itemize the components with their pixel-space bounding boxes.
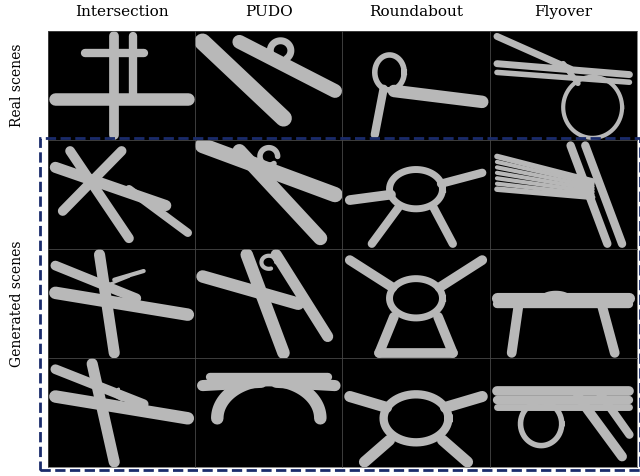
Text: Flyover: Flyover bbox=[534, 5, 592, 20]
Text: Real scenes: Real scenes bbox=[10, 44, 24, 127]
Text: PUDO: PUDO bbox=[245, 5, 292, 20]
Text: Intersection: Intersection bbox=[75, 5, 168, 20]
Text: Generated scenes: Generated scenes bbox=[10, 240, 24, 367]
Text: Roundabout: Roundabout bbox=[369, 5, 463, 20]
